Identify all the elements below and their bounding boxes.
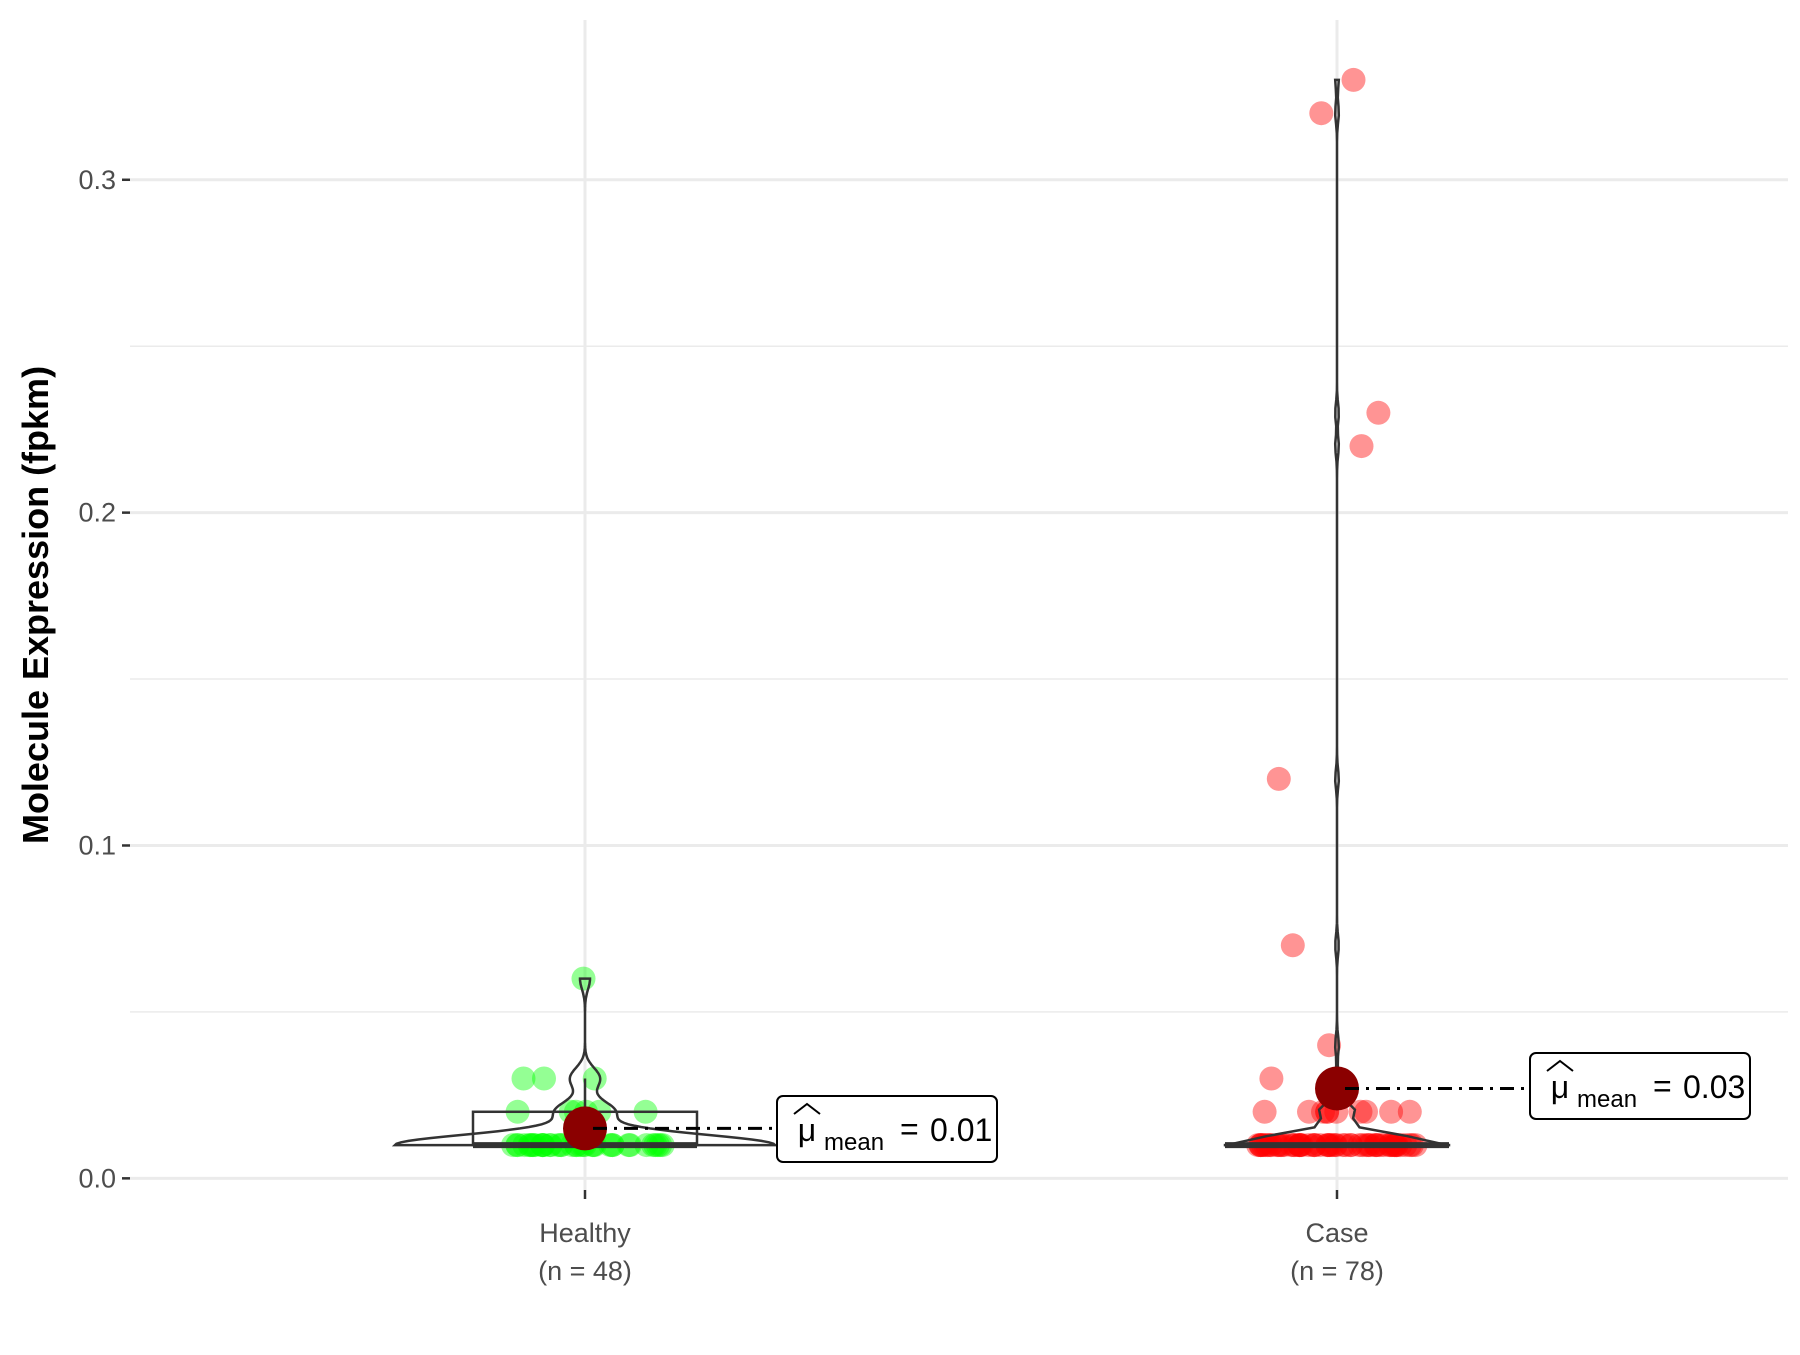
data-point — [512, 1067, 536, 1091]
mean-equals: = — [1653, 1068, 1672, 1104]
y-axis-title: Molecule Expression (fpkm) — [15, 366, 56, 844]
data-point — [1281, 933, 1305, 957]
x-tick-label: Case — [1305, 1218, 1368, 1248]
major-gridlines — [130, 20, 1788, 1190]
y-tick-label: 0.2 — [78, 498, 116, 528]
y-tick-label: 0.3 — [78, 165, 116, 195]
x-tick-count-label: (n = 48) — [538, 1256, 632, 1286]
data-point — [1259, 1067, 1283, 1091]
mean-equals: = — [900, 1111, 919, 1147]
data-point — [1379, 1100, 1403, 1124]
violin-outline — [1227, 80, 1447, 1145]
data-point — [1342, 68, 1366, 92]
mean-symbol: μ — [1551, 1069, 1569, 1105]
data-point — [1267, 767, 1291, 791]
mean-subscript: mean — [824, 1129, 884, 1156]
minor-gridlines — [130, 346, 1788, 1012]
data-point — [1366, 401, 1390, 425]
data-point — [532, 1067, 556, 1091]
mean-subscript: mean — [1577, 1086, 1637, 1113]
mean-value: 0.01 — [930, 1112, 992, 1148]
x-tick-label: Healthy — [539, 1218, 631, 1248]
y-tick-label: 0.0 — [78, 1163, 116, 1193]
data-point — [1253, 1100, 1277, 1124]
x-axis: Healthy (n = 48) Case (n = 78) — [538, 1190, 1384, 1286]
data-point — [1350, 434, 1374, 458]
y-tick-label: 0.1 — [78, 830, 116, 860]
x-tick-count-label: (n = 78) — [1290, 1256, 1384, 1286]
mean-value: 0.03 — [1683, 1069, 1745, 1105]
data-point — [1309, 101, 1333, 125]
y-axis: 0.0 0.1 0.2 0.3 — [78, 165, 130, 1194]
mean-symbol: μ — [798, 1112, 816, 1148]
